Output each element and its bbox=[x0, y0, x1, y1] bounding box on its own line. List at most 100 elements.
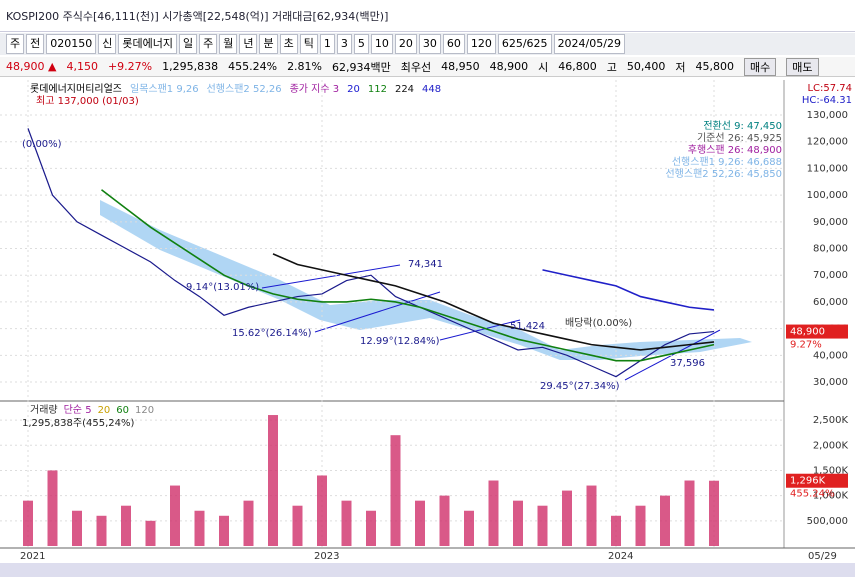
quote-field: 45,800 bbox=[695, 60, 735, 73]
annotation: 후행스팬 26: 48,900 bbox=[688, 144, 782, 156]
toolbar-button[interactable]: 60 bbox=[442, 34, 465, 54]
y-tick-label: 110,000 bbox=[807, 163, 848, 174]
annotation: 최고 137,000 (01/03) bbox=[36, 95, 139, 107]
trade-button[interactable]: 매수 bbox=[744, 57, 777, 76]
volume-bar bbox=[488, 480, 499, 546]
volume-bar bbox=[660, 495, 670, 546]
annotation: 12.99°(12.84%) bbox=[360, 336, 440, 347]
legend-item: 224 bbox=[395, 84, 414, 95]
toolbar-button[interactable]: 625/625 bbox=[497, 34, 552, 54]
volume-bar bbox=[47, 470, 58, 546]
volume-bar bbox=[219, 515, 229, 546]
toolbar-button[interactable]: 120 bbox=[466, 34, 496, 54]
window-title: KOSPI200 주식수[46,111(천)] 시가총액[22,548(억)] … bbox=[6, 9, 389, 23]
quote-field: 시 bbox=[538, 60, 549, 74]
volume-summary: 1,295,838주(455,24%) bbox=[22, 418, 134, 429]
toolbar-button[interactable]: 2024/05/29 bbox=[553, 34, 625, 54]
y-tick-label: 500,000 bbox=[807, 516, 848, 527]
volume-bar bbox=[341, 500, 352, 546]
quote-field: 1,295,838 bbox=[162, 60, 219, 73]
side-label: HC:-64.31 bbox=[802, 95, 852, 106]
annotation: 9.14°(13.01%) bbox=[186, 282, 259, 293]
volume-bar bbox=[562, 490, 572, 546]
quote-field: 455.24% bbox=[228, 60, 278, 73]
quote-field: 48,950 bbox=[441, 60, 480, 73]
quote-field: 46,800 bbox=[558, 60, 597, 73]
volume-bar bbox=[194, 510, 205, 546]
volume-bar bbox=[268, 415, 278, 546]
toolbar-button[interactable]: 1 bbox=[319, 34, 335, 54]
scrollbar[interactable] bbox=[0, 563, 855, 577]
trend-line bbox=[261, 264, 401, 289]
trade-button[interactable]: 매도 bbox=[786, 57, 819, 76]
toolbar-button[interactable]: 년 bbox=[239, 34, 258, 54]
series-line bbox=[542, 269, 715, 311]
legend-item: 112 bbox=[368, 84, 387, 95]
legend-item: 60 bbox=[116, 405, 129, 416]
trend-line bbox=[439, 319, 521, 341]
annotation: 배당락(0.00%) bbox=[565, 317, 632, 329]
toolbar-button[interactable]: 5 bbox=[353, 34, 369, 54]
toolbar-button[interactable]: 일 bbox=[178, 34, 198, 54]
toolbar-button[interactable]: 20 bbox=[394, 34, 417, 54]
quote-field: 50,400 bbox=[626, 60, 666, 73]
series-line bbox=[101, 189, 715, 362]
y-tick-label: 1,000K bbox=[813, 491, 849, 502]
toolbar-button[interactable]: 10 bbox=[370, 34, 393, 54]
quote-field: 62,934백만 bbox=[332, 60, 391, 74]
annotation: 74,341 bbox=[408, 259, 443, 270]
x-tick-label: 2021 bbox=[20, 551, 45, 562]
quote-bar: 48,900 ▲ 4,150 +9.27% 1,295,838 455.24% 2.81%… bbox=[0, 57, 855, 77]
legend-item: 거래량 bbox=[30, 404, 58, 416]
quote-field: 고 bbox=[606, 60, 617, 74]
toolbar-button[interactable]: 주 bbox=[199, 34, 218, 54]
annotation: 선행스팬2 52,26: 45,850 bbox=[665, 168, 782, 180]
current-change: 9.27% bbox=[790, 340, 822, 351]
ichimoku-cloud bbox=[100, 200, 752, 360]
volume-bar bbox=[72, 510, 82, 546]
toolbar-button[interactable]: 틱 bbox=[299, 34, 318, 54]
y-tick-label: 120,000 bbox=[807, 137, 848, 148]
legend-item: 일목스팬1 9,26 bbox=[130, 83, 199, 95]
toolbar-button[interactable]: 020150 bbox=[46, 34, 97, 54]
toolbar-button[interactable]: 월 bbox=[219, 34, 238, 54]
volume-bar bbox=[635, 505, 646, 546]
y-tick-label: 2,500K bbox=[813, 415, 849, 426]
annotation: (0.00%) bbox=[22, 139, 62, 150]
annotation: 15.62°(26.14%) bbox=[232, 328, 312, 339]
toolbar-button[interactable]: 초 bbox=[279, 34, 298, 54]
volume-bar bbox=[23, 500, 33, 546]
toolbar: 주 전 020150 신 롯데에너지 일 주 월 년 분 초 틱 1 3 5 10 20 30 60 120 625/6… bbox=[0, 33, 855, 55]
title-bar: KOSPI200 주식수[46,111(천)] 시가총액[22,548(억)] … bbox=[0, 0, 855, 32]
volume-bar bbox=[439, 495, 450, 546]
quote-field: 48,900 bbox=[489, 60, 529, 73]
toolbar-button[interactable]: 30 bbox=[418, 34, 441, 54]
toolbar-button[interactable]: 롯데에너지 bbox=[118, 34, 177, 54]
y-tick-label: 30,000 bbox=[813, 377, 848, 388]
annotation: 전환선 9: 47,450 bbox=[703, 120, 782, 132]
y-tick-label: 70,000 bbox=[813, 270, 848, 281]
toolbar-button[interactable]: 3 bbox=[336, 34, 352, 54]
annotation: 51,424 bbox=[510, 321, 545, 332]
annotation: 선행스팬1 9,26: 46,688 bbox=[672, 156, 782, 168]
x-tick-label: 2023 bbox=[314, 551, 339, 562]
y-tick-label: 60,000 bbox=[813, 297, 848, 308]
volume-bar bbox=[366, 510, 376, 546]
toolbar-button[interactable]: 분 bbox=[259, 34, 278, 54]
y-tick-label: 90,000 bbox=[813, 217, 848, 228]
volume-bar bbox=[464, 510, 474, 546]
legend-item: 선행스팬2 52,26 bbox=[207, 83, 282, 95]
toolbar-button[interactable]: 주 bbox=[6, 34, 25, 54]
y-tick-label: 80,000 bbox=[813, 244, 848, 255]
toolbar-button[interactable]: 신 bbox=[98, 34, 117, 54]
trend-line bbox=[314, 291, 441, 333]
volume-bar bbox=[96, 515, 107, 546]
legend-item: 단순 5 bbox=[64, 404, 92, 416]
volume-bar bbox=[709, 480, 719, 546]
legend-item: 20 bbox=[98, 405, 111, 416]
volume-bar bbox=[390, 435, 401, 546]
toolbar-button[interactable]: 전 bbox=[26, 34, 45, 54]
volume-bar bbox=[684, 480, 695, 546]
legend-item: 120 bbox=[135, 405, 154, 416]
